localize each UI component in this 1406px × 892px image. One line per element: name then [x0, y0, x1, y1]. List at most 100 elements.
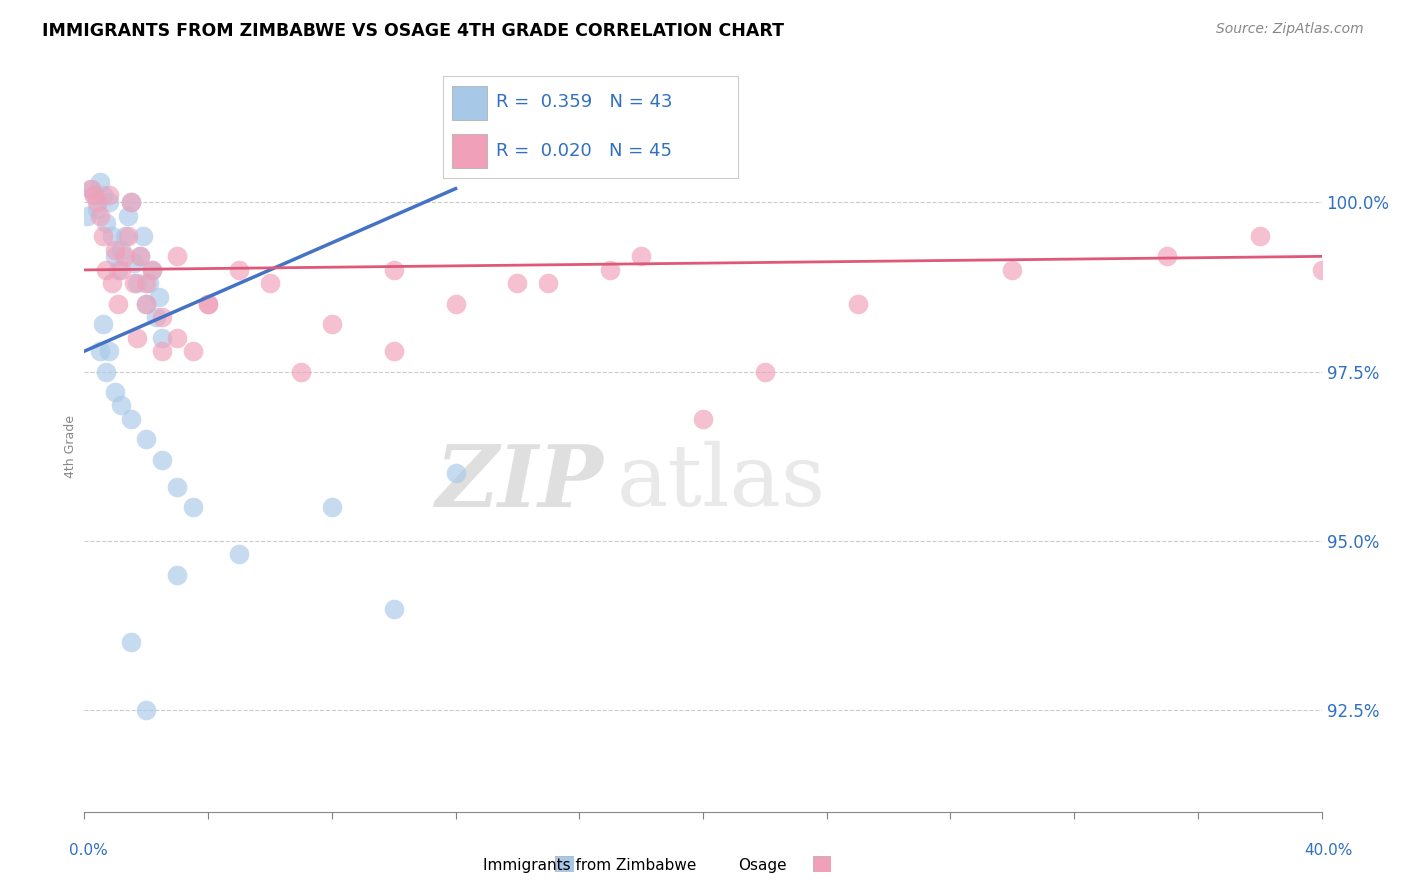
Point	[506, 277, 529, 291]
Point	[110, 263, 132, 277]
Point	[141, 263, 163, 277]
Text: Source: ZipAtlas.com: Source: ZipAtlas.com	[1216, 22, 1364, 37]
Point	[110, 243, 132, 257]
Point	[150, 452, 173, 467]
Point	[94, 364, 117, 378]
Point	[135, 277, 157, 291]
Point	[141, 263, 163, 277]
Point	[104, 384, 127, 399]
Point	[138, 277, 160, 291]
Point	[135, 432, 157, 446]
Point	[135, 297, 157, 311]
Point	[120, 635, 142, 649]
Point	[122, 256, 145, 270]
Point	[120, 412, 142, 426]
Point	[150, 331, 173, 345]
Point	[122, 277, 145, 291]
Point	[321, 500, 343, 514]
Point	[98, 188, 121, 202]
Point	[98, 195, 121, 210]
Point	[846, 297, 869, 311]
Point	[197, 297, 219, 311]
Point	[98, 344, 121, 359]
Point	[290, 364, 312, 378]
Point	[166, 249, 188, 263]
Point	[83, 188, 105, 202]
Bar	[451, 135, 486, 168]
Point	[129, 249, 152, 263]
Text: ZIP: ZIP	[436, 441, 605, 524]
Point	[91, 317, 114, 331]
Point	[135, 297, 157, 311]
Point	[91, 229, 114, 244]
Point	[76, 209, 98, 223]
Point	[110, 398, 132, 412]
Point	[83, 188, 105, 202]
Point	[444, 297, 467, 311]
Point	[120, 195, 142, 210]
Point	[754, 364, 776, 378]
Point	[94, 263, 117, 277]
Text: Osage: Osage	[738, 858, 787, 873]
Point	[86, 202, 108, 216]
Text: R =  0.359   N = 43: R = 0.359 N = 43	[496, 94, 672, 112]
Point	[181, 500, 204, 514]
Point	[382, 601, 405, 615]
Point	[1001, 263, 1024, 277]
Point	[444, 466, 467, 480]
Point	[101, 277, 124, 291]
Point	[91, 188, 114, 202]
Point	[132, 229, 155, 244]
Text: R =  0.020   N = 45: R = 0.020 N = 45	[496, 142, 672, 160]
Point	[135, 703, 157, 717]
Y-axis label: 4th Grade: 4th Grade	[65, 415, 77, 477]
Point	[120, 195, 142, 210]
Point	[114, 229, 136, 244]
Point	[321, 317, 343, 331]
Point	[166, 480, 188, 494]
Point	[104, 249, 127, 263]
Point	[1310, 263, 1333, 277]
Point	[630, 249, 652, 263]
Point	[125, 277, 148, 291]
Point	[114, 249, 136, 263]
Point	[145, 310, 167, 325]
Point	[86, 195, 108, 210]
Text: atlas: atlas	[616, 441, 825, 524]
Point	[107, 297, 129, 311]
Text: Immigrants from Zimbabwe: Immigrants from Zimbabwe	[482, 858, 696, 873]
Point	[537, 277, 560, 291]
Point	[228, 547, 250, 561]
Point	[1249, 229, 1271, 244]
Point	[125, 331, 148, 345]
Point	[150, 310, 173, 325]
Point	[89, 175, 111, 189]
Point	[79, 181, 101, 195]
Point	[89, 209, 111, 223]
Point	[181, 344, 204, 359]
Point	[599, 263, 621, 277]
Point	[101, 229, 124, 244]
Point	[228, 263, 250, 277]
Text: 0.0%: 0.0%	[69, 843, 108, 858]
Point	[94, 215, 117, 229]
Text: 40.0%: 40.0%	[1305, 843, 1353, 858]
Text: IMMIGRANTS FROM ZIMBABWE VS OSAGE 4TH GRADE CORRELATION CHART: IMMIGRANTS FROM ZIMBABWE VS OSAGE 4TH GR…	[42, 22, 785, 40]
Point	[79, 181, 101, 195]
Point	[150, 344, 173, 359]
Point	[197, 297, 219, 311]
Point	[166, 331, 188, 345]
Point	[148, 290, 170, 304]
Point	[166, 567, 188, 582]
Point	[107, 263, 129, 277]
Point	[117, 209, 139, 223]
Point	[382, 344, 405, 359]
Point	[129, 249, 152, 263]
Point	[117, 229, 139, 244]
Point	[259, 277, 281, 291]
Point	[104, 243, 127, 257]
Point	[1156, 249, 1178, 263]
Point	[692, 412, 714, 426]
Bar	[451, 87, 486, 120]
Point	[382, 263, 405, 277]
